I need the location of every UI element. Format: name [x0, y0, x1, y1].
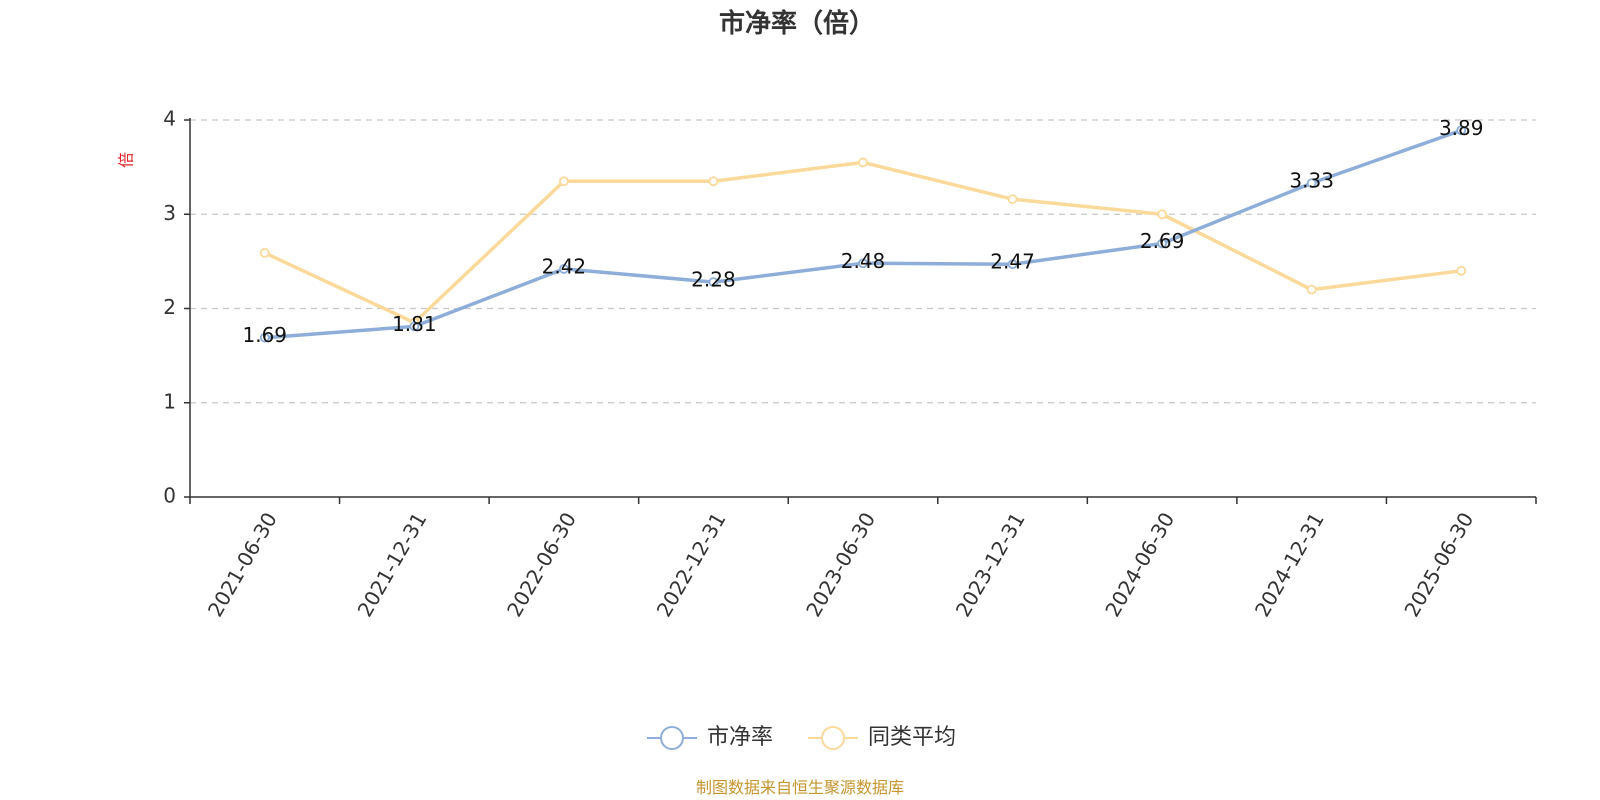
data-label: 1.69	[243, 323, 288, 347]
x-tick-label: 2023-06-30	[801, 508, 880, 621]
y-axis-label: 倍	[117, 152, 136, 168]
data-label: 1.81	[392, 312, 437, 336]
x-tick-label: 2021-06-30	[203, 508, 282, 621]
x-tick-label: 2022-12-31	[652, 508, 731, 621]
series-lines	[259, 125, 1467, 343]
legend-label: 市净率	[707, 725, 773, 750]
legend[interactable]: 市净率 同类平均	[647, 725, 956, 750]
data-point-series-1[interactable]	[259, 247, 270, 258]
data-point-series-1[interactable]	[1456, 265, 1467, 276]
x-tick-label: 2025-06-30	[1399, 508, 1478, 621]
series-line-1	[264, 160, 1462, 325]
data-label: 2.47	[990, 250, 1035, 274]
data-point-series-1[interactable]	[1306, 284, 1317, 295]
data-point-series-0[interactable]	[558, 264, 569, 274]
y-tick-label: 4	[163, 107, 176, 131]
data-point-series-0[interactable]	[259, 332, 270, 343]
data-point-series-1[interactable]	[1007, 194, 1018, 205]
data-point-series-0[interactable]	[409, 321, 420, 332]
legend-marker	[821, 726, 845, 750]
data-label: 2.42	[542, 254, 587, 278]
y-tick-label: 0	[163, 484, 176, 508]
x-tick-label: 2022-06-30	[502, 508, 581, 621]
data-point-series-0[interactable]	[1306, 178, 1317, 189]
data-point-series-0[interactable]	[1157, 238, 1168, 249]
data-point-series-1[interactable]	[558, 176, 569, 187]
data-labels: 1.69 1.81 2.42 2.28 2.48 2.47 2.69 3.33 3.89	[243, 116, 1484, 347]
x-tick-label: 2023-12-31	[951, 508, 1030, 621]
data-label: 3.33	[1289, 169, 1334, 193]
y-tick-label: 3	[163, 201, 176, 225]
data-point-series-1[interactable]	[708, 176, 719, 187]
y-tick-label: 1	[163, 389, 176, 413]
y-tick-label: 2	[163, 295, 176, 319]
data-point-series-0[interactable]	[708, 277, 719, 288]
data-point-series-0[interactable]	[1456, 125, 1467, 136]
data-point-series-1[interactable]	[1157, 209, 1168, 220]
chart-title: 市净率（倍）	[719, 8, 875, 39]
x-tick-label: 2024-06-30	[1100, 508, 1179, 621]
legend-label: 同类平均	[868, 725, 956, 750]
legend-item-1[interactable]: 同类平均	[808, 725, 956, 750]
x-tick-label: 2024-12-31	[1250, 508, 1329, 621]
data-label: 2.48	[841, 249, 886, 273]
data-label: 2.69	[1140, 229, 1185, 253]
legend-marker	[660, 726, 684, 750]
data-point-series-1[interactable]	[858, 157, 868, 168]
data-point-series-0[interactable]	[1007, 259, 1018, 270]
x-tick-label: 2021-12-31	[353, 508, 432, 621]
data-label: 3.89	[1439, 116, 1484, 140]
legend-item-0[interactable]: 市净率	[647, 725, 773, 750]
grid-lines	[190, 119, 1536, 404]
data-label: 2.28	[691, 268, 736, 292]
data-point-series-0[interactable]	[858, 258, 868, 269]
data-source-note: 制图数据来自恒生聚源数据库	[696, 778, 904, 797]
